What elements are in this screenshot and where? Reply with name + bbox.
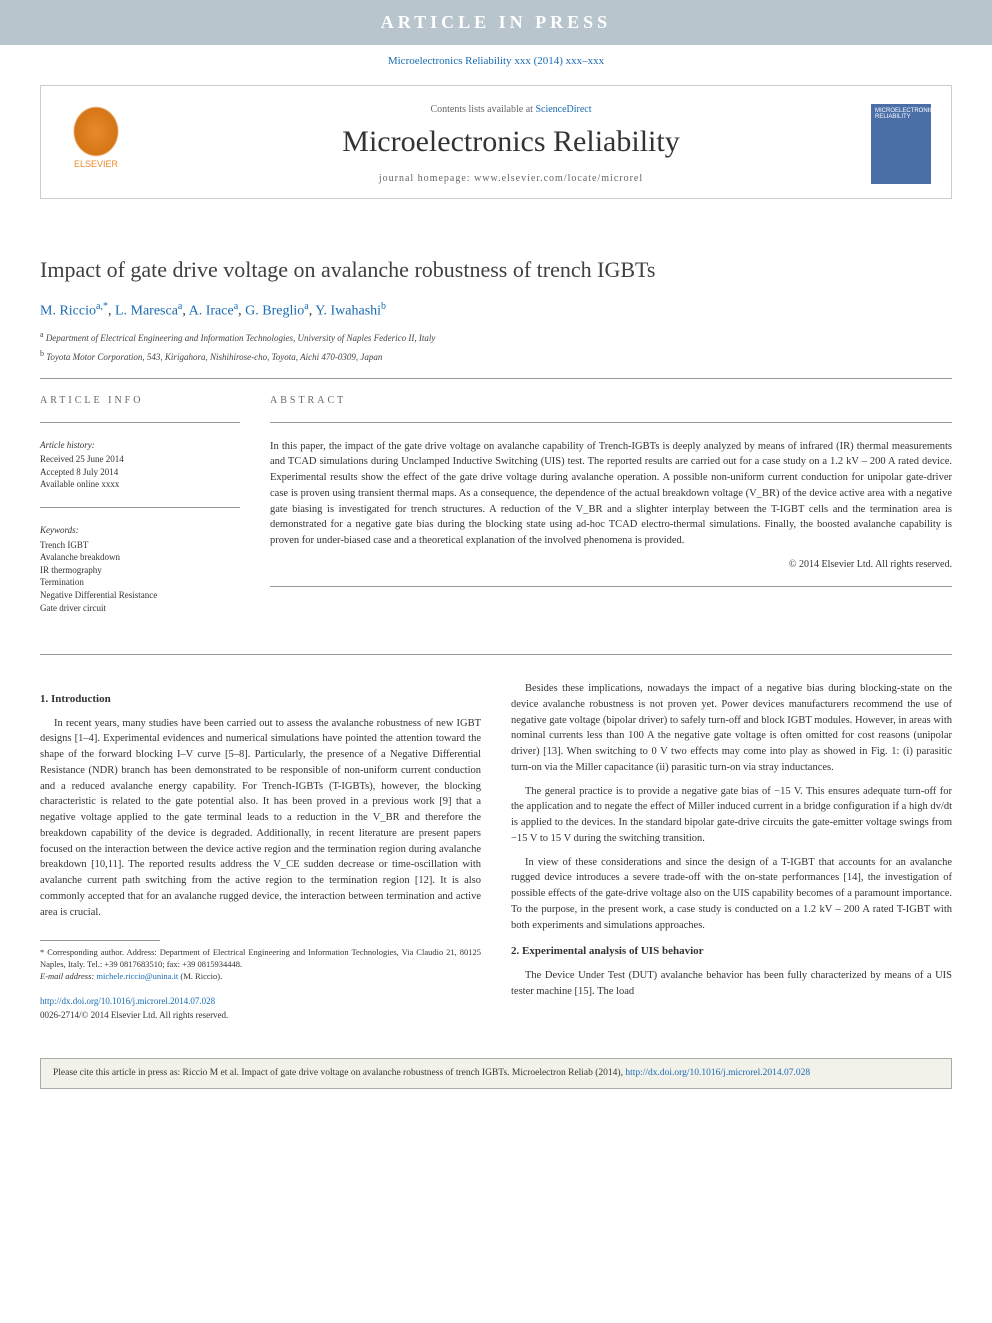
history-line: Received 25 June 2014 <box>40 453 240 466</box>
keywords-block: Keywords: Trench IGBTAvalanche breakdown… <box>40 524 240 614</box>
homepage-url[interactable]: www.elsevier.com/locate/microrel <box>474 173 643 184</box>
author-link[interactable]: G. Breglio <box>245 304 304 319</box>
affiliation: b Toyota Motor Corporation, 543, Kirigah… <box>40 349 952 362</box>
left-column: 1. Introduction In recent years, many st… <box>40 681 481 1022</box>
doi-link[interactable]: http://dx.doi.org/10.1016/j.microrel.201… <box>40 996 215 1006</box>
article-title: Impact of gate drive voltage on avalanch… <box>40 257 952 283</box>
cite-doi-link[interactable]: http://dx.doi.org/10.1016/j.microrel.201… <box>625 1068 810 1078</box>
author-link[interactable]: Y. Iwahashi <box>315 304 381 319</box>
affiliation: a Department of Electrical Engineering a… <box>40 330 952 343</box>
intro-para-3: The general practice is to provide a neg… <box>511 784 952 847</box>
section-2-heading: 2. Experimental analysis of UIS behavior <box>511 943 952 960</box>
divider <box>40 378 952 379</box>
right-column: Besides these implications, nowadays the… <box>511 681 952 1022</box>
abstract-text: In this paper, the impact of the gate dr… <box>270 439 952 549</box>
abstract-copyright: © 2014 Elsevier Ltd. All rights reserved… <box>270 559 952 570</box>
header-center: Contents lists available at ScienceDirec… <box>151 104 871 184</box>
journal-name: Microelectronics Reliability <box>151 125 871 159</box>
keyword: Termination <box>40 576 240 589</box>
contents-line: Contents lists available at ScienceDirec… <box>151 104 871 115</box>
author-link[interactable]: M. Riccio <box>40 304 96 319</box>
authors-list: M. Riccioa,*, L. Marescaa, A. Iracea, G.… <box>40 301 952 320</box>
exp-para-1: The Device Under Test (DUT) avalanche be… <box>511 968 952 1000</box>
article-info-label: ARTICLE INFO <box>40 395 240 406</box>
abstract-label: ABSTRACT <box>270 395 952 406</box>
intro-para-1: In recent years, many studies have been … <box>40 716 481 921</box>
elsevier-tree-icon <box>71 104 121 159</box>
sciencedirect-link[interactable]: ScienceDirect <box>535 104 591 115</box>
keyword: IR thermography <box>40 564 240 577</box>
footnote-separator <box>40 940 160 941</box>
journal-ref-link[interactable]: Microelectronics Reliability xxx (2014) … <box>388 55 604 67</box>
keyword: Trench IGBT <box>40 539 240 552</box>
corresponding-author-footnote: * Corresponding author. Address: Departm… <box>40 947 481 971</box>
intro-para-4: In view of these considerations and sinc… <box>511 855 952 934</box>
intro-para-2: Besides these implications, nowadays the… <box>511 681 952 776</box>
doi-block: http://dx.doi.org/10.1016/j.microrel.201… <box>40 995 481 1022</box>
section-1-heading: 1. Introduction <box>40 691 481 708</box>
journal-reference: Microelectronics Reliability xxx (2014) … <box>0 45 992 77</box>
homepage-line: journal homepage: www.elsevier.com/locat… <box>151 173 871 184</box>
keyword: Avalanche breakdown <box>40 551 240 564</box>
elsevier-logo[interactable]: ELSEVIER <box>61 104 131 184</box>
abstract-column: ABSTRACT In this paper, the impact of th… <box>270 395 952 631</box>
author-link[interactable]: A. Irace <box>189 304 234 319</box>
email-link[interactable]: michele.riccio@unina.it <box>96 971 178 981</box>
history-line: Accepted 8 July 2014 <box>40 466 240 479</box>
article-in-press-banner: ARTICLE IN PRESS <box>0 0 992 45</box>
body-columns: 1. Introduction In recent years, many st… <box>40 681 952 1022</box>
author-link[interactable]: L. Maresca <box>115 304 178 319</box>
elsevier-text: ELSEVIER <box>74 159 118 169</box>
article-history: Article history: Received 25 June 2014Ac… <box>40 439 240 491</box>
keyword: Gate driver circuit <box>40 602 240 615</box>
journal-header: ELSEVIER Contents lists available at Sci… <box>40 85 952 199</box>
article-info-column: ARTICLE INFO Article history: Received 2… <box>40 395 240 631</box>
history-line: Available online xxxx <box>40 478 240 491</box>
keyword: Negative Differential Resistance <box>40 589 240 602</box>
citation-box: Please cite this article in press as: Ri… <box>40 1058 952 1089</box>
email-footnote: E-mail address: michele.riccio@unina.it … <box>40 971 481 983</box>
journal-cover-thumbnail[interactable]: MICROELECTRONICS RELIABILITY <box>871 104 931 184</box>
